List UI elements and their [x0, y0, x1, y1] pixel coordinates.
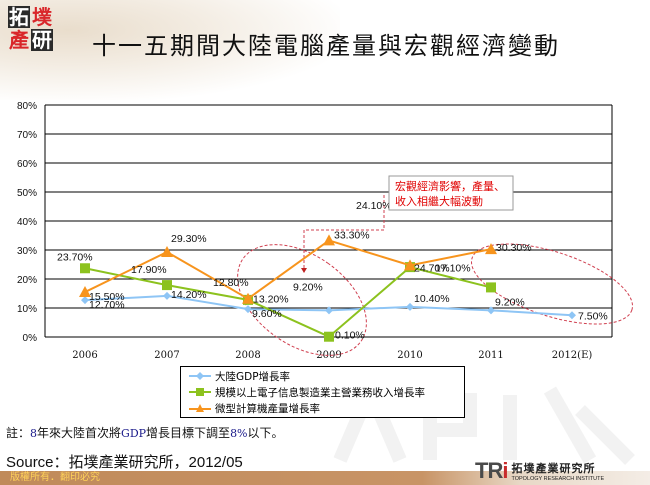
x-tick-label: 2012(E) — [552, 350, 593, 361]
x-tick-label: 2007 — [154, 350, 179, 361]
data-label: 17.10% — [435, 262, 471, 274]
y-tick-label: 70% — [17, 130, 37, 141]
diamond-marker-icon — [325, 306, 333, 315]
callout-line-1: 宏觀經濟影響，產量、 — [395, 179, 505, 193]
tri-mark: TRi — [475, 458, 508, 484]
y-tick-label: 10% — [17, 304, 37, 315]
data-label: 0.10% — [335, 330, 365, 342]
gridlines — [44, 104, 613, 338]
copyright-text: 版權所有．翻印必究 — [10, 472, 100, 483]
brand-name-cn: 拓墣產業研究所 — [511, 462, 596, 475]
data-label: 33.30% — [334, 229, 370, 241]
line-chart: 0%10%20%30%40%50%60%70%80% 2006 2007 2008 2… — [17, 101, 633, 361]
x-tick-label: 2010 — [397, 350, 422, 361]
y-tick-label: 50% — [17, 188, 37, 199]
note-percent: 8% — [230, 427, 248, 440]
logo-char: 產 — [9, 28, 29, 52]
y-tick-label: 30% — [17, 246, 37, 257]
diamond-marker-icon — [81, 296, 89, 305]
diamond-marker-icon — [244, 305, 252, 314]
logo-char: 拓 — [8, 5, 30, 29]
legend-label: 規模以上電子信息製造業主營業務收入增長率 — [215, 386, 425, 399]
note-text: 年來大陸首次將 — [37, 426, 122, 440]
page-title: 十一五期間大陸電腦產量與宏觀經濟變動 — [92, 32, 560, 60]
legend-label: 微型計算機產量增長率 — [215, 402, 320, 415]
data-label: 9.20% — [495, 296, 525, 308]
callout-connector — [303, 194, 385, 268]
triangle-marker-icon — [79, 286, 91, 298]
data-label: 7.50% — [578, 310, 608, 322]
y-tick-label: 20% — [17, 275, 37, 286]
tri-logo-bottom: TRi 拓墣產業研究所 TOPOLOGY RESEARCH INSTITUTE — [475, 458, 604, 484]
data-label: 10.40% — [414, 293, 450, 305]
note-number: 8 — [30, 427, 38, 440]
triangle-marker-icon — [404, 259, 416, 271]
series-line — [84, 266, 492, 338]
tri-logo-top: 拓 墣 產 研 — [8, 6, 54, 52]
x-tick-label: 2008 — [235, 350, 260, 361]
legend-item-pc-output: 微型計算機產量增長率 — [189, 400, 320, 416]
data-label: 15.50% — [89, 291, 125, 303]
source-line: Source：拓墣產業研究所，2012/05 — [6, 454, 243, 471]
diamond-marker-icon — [487, 306, 495, 315]
footnote: 註：8年來大陸首次將GDP增長目標下調至8%以下。 — [6, 424, 284, 441]
data-label: 12.70% — [89, 299, 125, 311]
tri-mark-i: i — [502, 458, 508, 483]
square-marker-icon — [162, 280, 172, 291]
legend-item-revenue: 規模以上電子信息製造業主營業務收入增長率 — [189, 384, 425, 400]
x-axis: 2006 2007 2008 2009 2010 2011 2012(E) — [72, 350, 592, 361]
legend-label: 大陸GDP增長率 — [215, 370, 291, 383]
x-tick-label: 2006 — [72, 350, 97, 361]
chart-legend: 大陸GDP增長率 規模以上電子信息製造業主營業務收入增長率 微型計算機產量增長率 — [180, 366, 465, 418]
diamond-marker-icon — [406, 302, 414, 311]
footer-bar: 版權所有．翻印必究 — [0, 471, 650, 485]
x-tick-label: 2011 — [478, 350, 503, 361]
note-gdp: GDP — [121, 427, 147, 440]
triangle-marker-icon — [161, 246, 173, 258]
data-label: 17.90% — [131, 264, 167, 276]
diamond-marker-icon — [568, 311, 576, 320]
data-label: 23.70% — [57, 251, 93, 263]
data-label: 14.20% — [171, 289, 207, 301]
y-axis: 0% 10% 20% 30% 40% 50% 60% 70% 80% — [17, 101, 37, 344]
data-label: 12.80% — [213, 277, 249, 289]
triangle-marker-icon — [242, 292, 254, 304]
y-tick-label: 80% — [17, 101, 37, 112]
data-label: 30.30% — [496, 242, 532, 254]
note-prefix: 註： — [6, 426, 31, 440]
ellipse-annotations — [237, 243, 633, 356]
diamond-marker-icon — [189, 372, 211, 380]
note-text: 增長目標下調至 — [146, 426, 231, 440]
logo-char: 研 — [31, 28, 53, 52]
tri-mark-tr: TR — [475, 458, 503, 483]
data-label: 29.30% — [171, 233, 207, 245]
callout-arrowhead — [301, 268, 307, 273]
square-marker-icon — [486, 282, 496, 293]
background-map — [0, 0, 340, 100]
triangle-marker-icon — [485, 243, 497, 255]
data-label: 24.10% — [356, 200, 392, 212]
series-line — [84, 239, 492, 300]
y-tick-label: 60% — [17, 159, 37, 170]
callout-box — [388, 175, 514, 211]
data-label: 13.20% — [253, 294, 289, 306]
y-tick-label: 40% — [17, 217, 37, 228]
logo-char: 墣 — [32, 5, 52, 29]
legend-item-gdp: 大陸GDP增長率 — [189, 368, 290, 384]
data-label: 9.60% — [252, 308, 282, 320]
data-label: 9.20% — [293, 281, 323, 293]
data-label: 24.70% — [414, 262, 450, 274]
x-tick-label: 2009 — [316, 350, 341, 361]
triangle-marker-icon — [189, 404, 211, 412]
diamond-marker-icon — [163, 291, 171, 300]
triangle-marker-icon — [323, 234, 335, 246]
note-text: 以下。 — [247, 426, 284, 440]
brand-name-en: TOPOLOGY RESEARCH INSTITUTE — [511, 476, 605, 482]
square-marker-icon — [80, 263, 90, 274]
y-tick-label: 0% — [23, 333, 38, 344]
callout-line-2: 收入相繼大幅波動 — [395, 194, 483, 208]
square-marker-icon — [324, 331, 334, 342]
square-marker-icon — [189, 388, 211, 396]
